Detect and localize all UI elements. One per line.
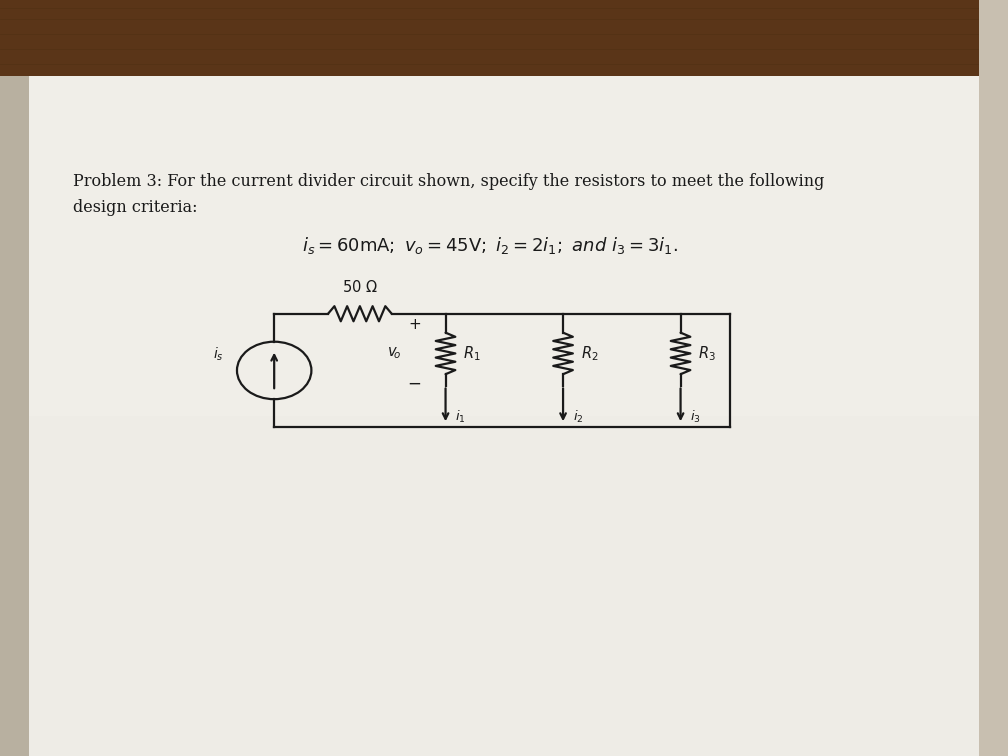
Text: $v_{\!o}$: $v_{\!o}$ bbox=[387, 345, 402, 361]
Text: $-$: $-$ bbox=[407, 375, 421, 392]
Text: $R_3$: $R_3$ bbox=[699, 344, 716, 363]
Text: $50\ \Omega$: $50\ \Omega$ bbox=[342, 279, 378, 295]
Text: $i_3$: $i_3$ bbox=[690, 408, 702, 425]
Text: Problem 3: For the current divider circuit shown, specify the resistors to meet : Problem 3: For the current divider circu… bbox=[74, 173, 825, 190]
Polygon shape bbox=[29, 76, 979, 416]
Bar bbox=[0, 0, 979, 76]
Text: $i_2$: $i_2$ bbox=[573, 408, 584, 425]
Text: $i_s$: $i_s$ bbox=[213, 345, 223, 363]
Text: design criteria:: design criteria: bbox=[74, 200, 198, 216]
Text: $+$: $+$ bbox=[407, 318, 420, 332]
Text: $R_2$: $R_2$ bbox=[581, 344, 598, 363]
Text: $i_s = 60\mathrm{mA};\ v_o = 45\mathrm{V};\ i_2 = 2i_1;\ \mathit{and}\ i_3 = 3i_: $i_s = 60\mathrm{mA};\ v_o = 45\mathrm{V… bbox=[301, 235, 677, 256]
Text: $i_1$: $i_1$ bbox=[456, 408, 466, 425]
Polygon shape bbox=[29, 76, 979, 756]
Polygon shape bbox=[0, 76, 29, 756]
Text: $R_1$: $R_1$ bbox=[464, 344, 481, 363]
